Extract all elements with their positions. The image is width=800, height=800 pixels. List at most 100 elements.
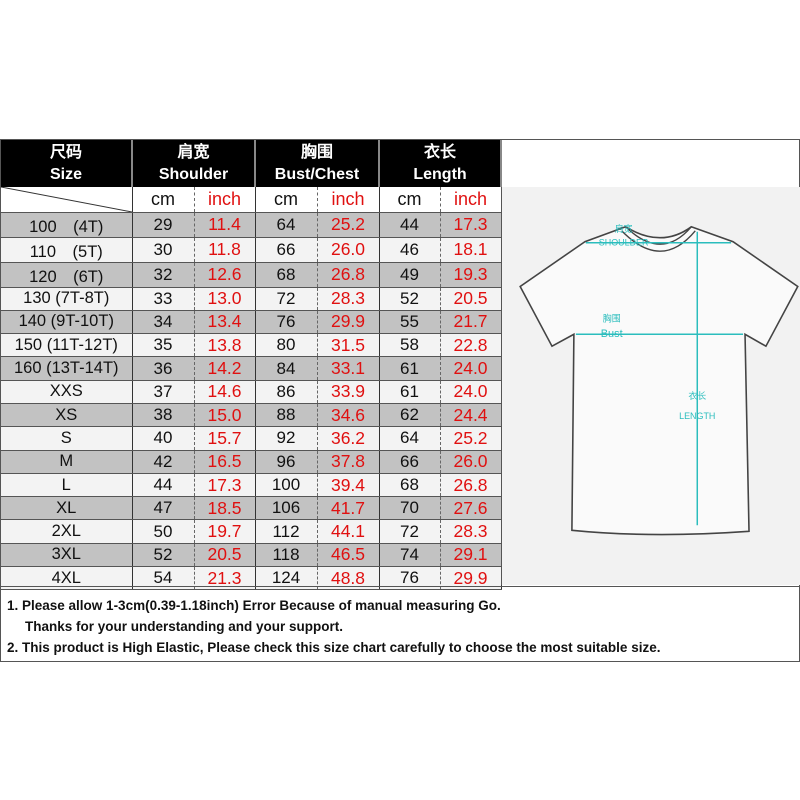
bust-label-en: Bust	[601, 328, 623, 340]
cm-cell: 84	[255, 356, 318, 381]
cm-cell: 36	[132, 356, 195, 381]
inch-cell: 37.8	[317, 450, 380, 474]
header-size: 尺码 Size	[1, 140, 133, 187]
cm-cell: 49	[379, 262, 441, 288]
inch-cell: 26.0	[317, 237, 380, 263]
inch-cell: 26.8	[440, 473, 502, 498]
inch-cell: 13.4	[194, 310, 256, 335]
inch-cell: 39.4	[317, 473, 380, 498]
tshirt-diagram: 肩宽 SHOULDER 胸围 Bust 衣长 LENGTH	[501, 187, 800, 585]
cm-cell: 124	[255, 566, 318, 591]
cm-cell: 70	[379, 496, 441, 521]
inch-cell: 46.5	[317, 543, 380, 568]
cm-cell: 92	[255, 426, 318, 451]
inch-cell: 17.3	[440, 212, 502, 238]
inch-cell: 11.4	[194, 212, 256, 238]
inch-cell: 24.4	[440, 403, 502, 428]
inch-cell: 14.6	[194, 380, 256, 404]
table-row: XS 38 15.0 88 34.6 62 24.4	[1, 403, 502, 428]
table-row: 130 (7T-8T) 33 13.0 72 28.3 52 20.5	[1, 287, 502, 311]
cm-cell: 42	[132, 450, 195, 474]
unit-cm: cm	[255, 187, 318, 213]
inch-cell: 36.2	[317, 426, 380, 451]
size-table: 尺码 Size 肩宽 Shoulder 胸围 Bust/Chest 衣长 Length …	[1, 140, 503, 591]
inch-cell: 48.8	[317, 566, 380, 591]
cm-cell: 64	[379, 426, 441, 451]
inch-cell: 33.1	[317, 356, 380, 381]
cm-cell: 40	[132, 426, 195, 451]
inch-cell: 15.7	[194, 426, 256, 451]
inch-cell: 29.1	[440, 543, 502, 568]
header-bust-cn: 胸围	[301, 143, 334, 161]
inch-cell: 25.2	[440, 426, 502, 451]
inch-cell: 18.1	[440, 237, 502, 263]
size-cell: M	[1, 450, 133, 474]
size-cell: L	[1, 473, 133, 498]
inch-cell: 29.9	[440, 566, 502, 591]
notes: 1. Please allow 1-3cm(0.39-1.18inch) Err…	[1, 586, 799, 661]
size-cell: 4XL	[1, 566, 133, 591]
inch-cell: 28.3	[317, 287, 380, 311]
cm-cell: 76	[255, 310, 318, 335]
cm-cell: 72	[255, 287, 318, 311]
cm-cell: 64	[255, 212, 318, 238]
header-shoulder-en: Shoulder	[158, 165, 229, 183]
table-row: 160 (13T-14T) 36 14.2 84 33.1 61 24.0	[1, 356, 502, 381]
cm-cell: 55	[379, 310, 441, 335]
table-row: 2XL 50 19.7 112 44.1 72 28.3	[1, 519, 502, 544]
inch-cell: 20.5	[440, 287, 502, 311]
table-row: 120 (6T) 32 12.6 68 26.8 49 19.3	[1, 262, 502, 288]
inch-cell: 44.1	[317, 519, 380, 544]
table-row: 140 (9T-10T) 34 13.4 76 29.9 55 21.7	[1, 310, 502, 335]
cm-cell: 37	[132, 380, 195, 404]
cm-cell: 68	[255, 262, 318, 288]
inch-cell: 21.3	[194, 566, 256, 591]
table-row: 100 (4T) 29 11.4 64 25.2 44 17.3	[1, 212, 502, 238]
unit-inch: inch	[317, 187, 380, 213]
size-cell: 2XL	[1, 519, 133, 544]
header-length-cn: 衣长	[424, 143, 457, 161]
header-size-cn: 尺码	[49, 143, 82, 161]
cm-cell: 50	[132, 519, 195, 544]
cm-cell: 52	[379, 287, 441, 311]
inch-cell: 26.8	[317, 262, 380, 288]
size-cell: 140 (9T-10T)	[1, 310, 133, 335]
size-chart: 尺码 Size 肩宽 Shoulder 胸围 Bust/Chest 衣长 Length …	[0, 139, 800, 662]
size-cell: 150 (11T-12T)	[1, 333, 133, 358]
cm-cell: 66	[255, 237, 318, 263]
table-row: XL 47 18.5 106 41.7 70 27.6	[1, 496, 502, 521]
table-row: 3XL 52 20.5 118 46.5 74 29.1	[1, 543, 502, 568]
cm-cell: 44	[132, 473, 195, 498]
inch-cell: 26.0	[440, 450, 502, 474]
inch-cell: 19.3	[440, 262, 502, 288]
diagonal-cell	[1, 187, 133, 213]
header-size-en: Size	[49, 165, 82, 183]
inch-cell: 16.5	[194, 450, 256, 474]
length-label-cn: 衣长	[688, 390, 706, 401]
cm-cell: 74	[379, 543, 441, 568]
inch-cell: 13.8	[194, 333, 256, 358]
cm-cell: 52	[132, 543, 195, 568]
size-cell: 100 (4T)	[1, 212, 133, 238]
inch-cell: 15.0	[194, 403, 256, 428]
inch-cell: 25.2	[317, 212, 380, 238]
unit-cm: cm	[379, 187, 441, 213]
cm-cell: 100	[255, 473, 318, 498]
unit-row: cm inch cm inch cm inch	[1, 187, 502, 213]
header-shoulder: 肩宽 Shoulder	[132, 140, 256, 187]
bust-label-cn: 胸围	[603, 312, 621, 323]
header-length: 衣长 Length	[379, 140, 503, 187]
inch-cell: 14.2	[194, 356, 256, 381]
cm-cell: 44	[379, 212, 441, 238]
inch-cell: 29.9	[317, 310, 380, 335]
inch-cell: 33.9	[317, 380, 380, 404]
header-bust: 胸围 Bust/Chest	[255, 140, 381, 187]
inch-cell: 17.3	[194, 473, 256, 498]
size-cell: XL	[1, 496, 133, 521]
inch-cell: 13.0	[194, 287, 256, 311]
inch-cell: 34.6	[317, 403, 380, 428]
table-row: M 42 16.5 96 37.8 66 26.0	[1, 450, 502, 474]
cm-cell: 33	[132, 287, 195, 311]
inch-cell: 22.8	[440, 333, 502, 358]
table-row: 110 (5T) 30 11.8 66 26.0 46 18.1	[1, 237, 502, 263]
